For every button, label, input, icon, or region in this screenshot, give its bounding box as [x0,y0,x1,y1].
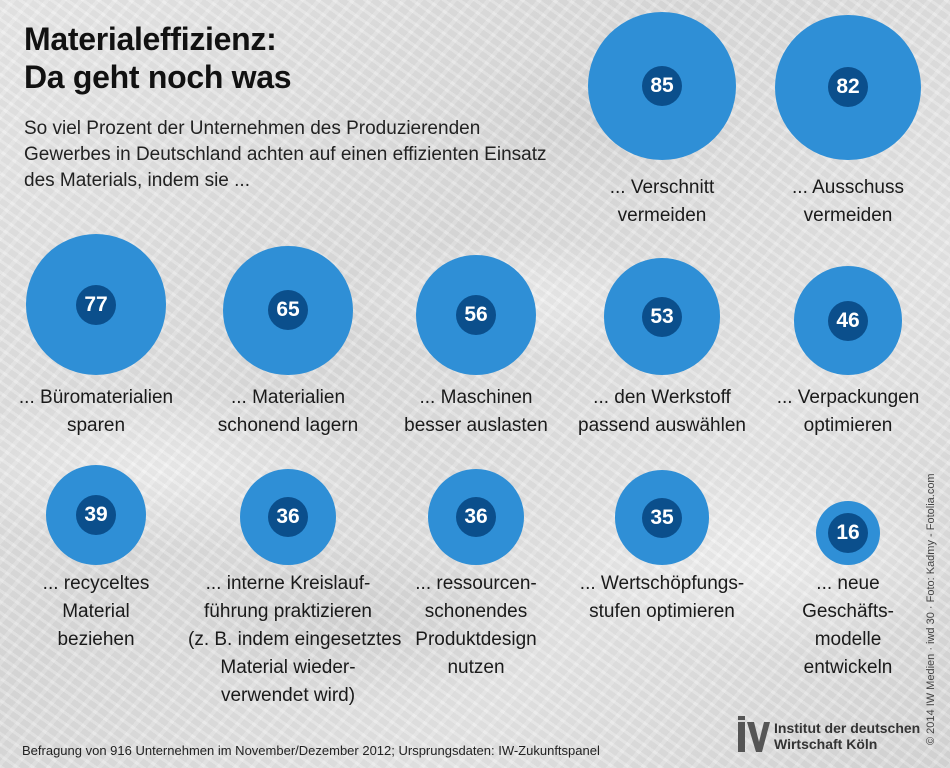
category-label: ... Wertschöpfungs-stufen optimieren [562,570,762,626]
category-label-line: besser auslasten [404,415,548,436]
category-label-line: (z. B. indem eingesetztes [188,629,402,650]
value-label: 82 [828,67,868,108]
chart-title: Materialeffizienz: Da geht noch was [24,20,292,96]
value-label: 85 [642,66,682,106]
category-label-line: ... Verpackungen [776,387,920,408]
category-label: ... Büromaterialien sparen [0,384,196,440]
category-label-line: vermeiden [617,205,707,226]
category-label-line: ... den Werkstoff [593,387,731,408]
category-label-line: Produktdesign [415,629,537,650]
category-label-line: ... ressourcen- [415,573,537,594]
category-label-line: beziehen [57,629,135,650]
logo-text: Institut der deutschen Wirtschaft Köln [774,720,920,752]
category-label-line: ... neue [816,573,880,594]
category-label: ... Ausschuss vermeiden [748,174,948,230]
category-label: ... recyceltes Material beziehen [0,570,196,654]
category-label-line: ... Maschinen [419,387,533,408]
category-label-line: ... recyceltes [42,573,150,594]
category-label-line: ... interne Kreislauf- [205,573,371,594]
source-note: Befragung von 916 Unternehmen im Novembe… [22,743,600,758]
category-label-line: ... Ausschuss [792,177,904,198]
category-label-line: entwickeln [803,657,893,678]
photo-credit: © 2014 IW Medien · iwd 30 · Foto: Kadmy … [925,473,937,745]
value-label: 36 [268,496,308,537]
category-label: ... Verschnitt vermeiden [562,174,762,230]
category-label-line: vermeiden [803,205,893,226]
category-label-line: stufen optimieren [589,601,735,622]
category-label-line: nutzen [447,657,505,678]
category-label: ... ressourcen-schonendes Produktdesign nu… [376,570,576,682]
logo-line-2: Wirtschaft Köln [774,736,878,752]
category-label-line: ... Büromaterialien [18,387,174,408]
category-label-line: sparen [66,415,126,436]
category-label-line: Material wieder- [220,657,356,678]
title-line-2: Da geht noch was [24,59,292,95]
category-label: ... Materialien schonend lagern [188,384,388,440]
value-label: 53 [642,296,682,337]
category-label: ... den Werkstoff passend auswählen [562,384,762,440]
title-line-1: Materialeffizienz: [24,21,277,57]
category-label-line: ... Verschnitt [609,177,715,198]
logo-line-1: Institut der deutschen [774,720,921,736]
iw-logo-icon [738,716,770,752]
category-label-line: Material [62,601,130,622]
value-label: 35 [642,497,682,538]
category-label-line: modelle [814,629,882,650]
category-label: ... Verpackungen optimieren [748,384,948,440]
value-label: 39 [76,494,116,535]
value-label: 56 [456,294,496,335]
category-label-line: passend auswählen [578,415,746,436]
value-label: 65 [268,290,308,331]
value-label: 46 [828,300,868,341]
value-label: 36 [456,496,496,537]
value-label: 16 [828,512,868,553]
value-label: 77 [76,284,116,325]
category-label-line: verwendet wird) [220,685,356,706]
category-label-line: schonendes [424,601,528,622]
category-label-line: ... Materialien [230,387,346,408]
chart-subtitle: So viel Prozent der Unternehmen des Prod… [24,118,547,191]
category-label-line: optimieren [803,415,893,436]
category-label: ... neue Geschäfts-modelle entwickeln [748,570,948,682]
category-label-line: Geschäfts- [802,601,894,622]
category-label: ... Maschinen besser auslasten [376,384,576,440]
category-label-line: ... Wertschöpfungs- [579,573,745,594]
category-label-line: führung praktizieren [204,601,372,622]
category-label: ... interne Kreislauf-führung praktizier… [188,570,401,710]
category-label-line: schonend lagern [217,415,359,436]
